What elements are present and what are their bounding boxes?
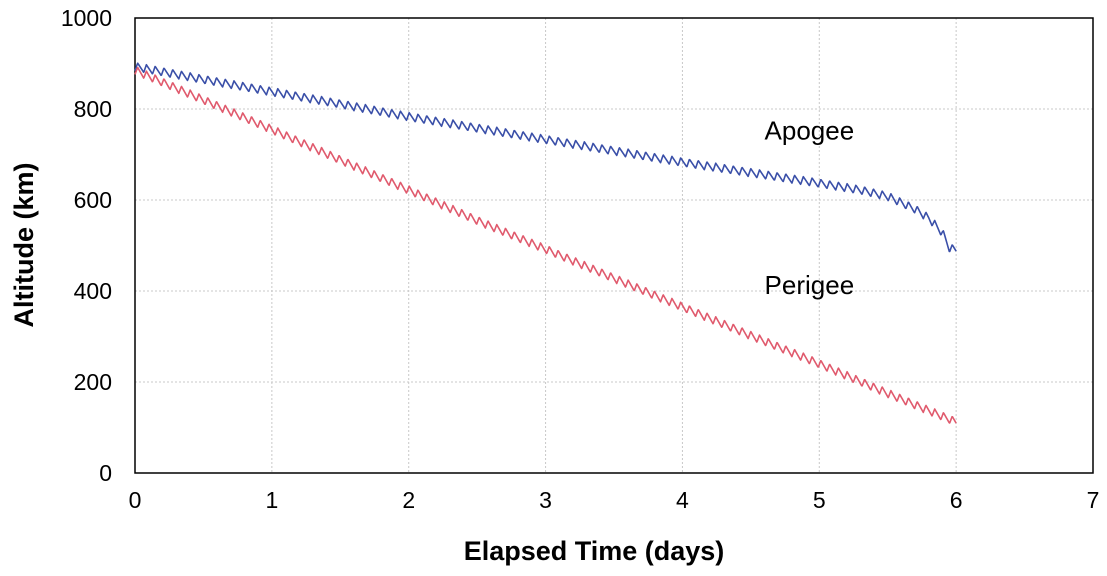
y-axis-ticks: 0 200 400 600 800 1000 [61,5,112,486]
x-axis-ticks: 0 1 2 3 4 5 6 7 [129,487,1100,513]
series-line-perigee [134,66,957,424]
y-tick-label: 800 [74,96,112,122]
series-label-apogee: Apogee [765,115,855,145]
x-axis-title: Elapsed Time (days) [464,536,725,566]
plot-area-frame [134,17,1094,474]
y-tick-label: 200 [74,369,112,395]
x-tick-label: 3 [539,487,552,513]
x-tick-label: 6 [950,487,963,513]
x-tick-label: 7 [1087,487,1100,513]
series-label-perigee: Perigee [765,270,855,300]
y-tick-label: 600 [74,187,112,213]
x-tick-label: 2 [402,487,415,513]
x-tick-label: 5 [813,487,826,513]
series-annotations: Apogee Perigee [765,115,855,300]
x-tick-label: 4 [676,487,689,513]
y-tick-label: 400 [74,278,112,304]
series-lines [134,62,957,424]
x-tick-label: 0 [129,487,142,513]
x-tick-label: 1 [265,487,278,513]
y-axis-title: Altitude (km) [9,163,39,328]
series-line-apogee [134,62,957,253]
y-tick-label: 0 [99,460,112,486]
y-tick-label: 1000 [61,5,112,31]
gridlines [135,18,1093,473]
